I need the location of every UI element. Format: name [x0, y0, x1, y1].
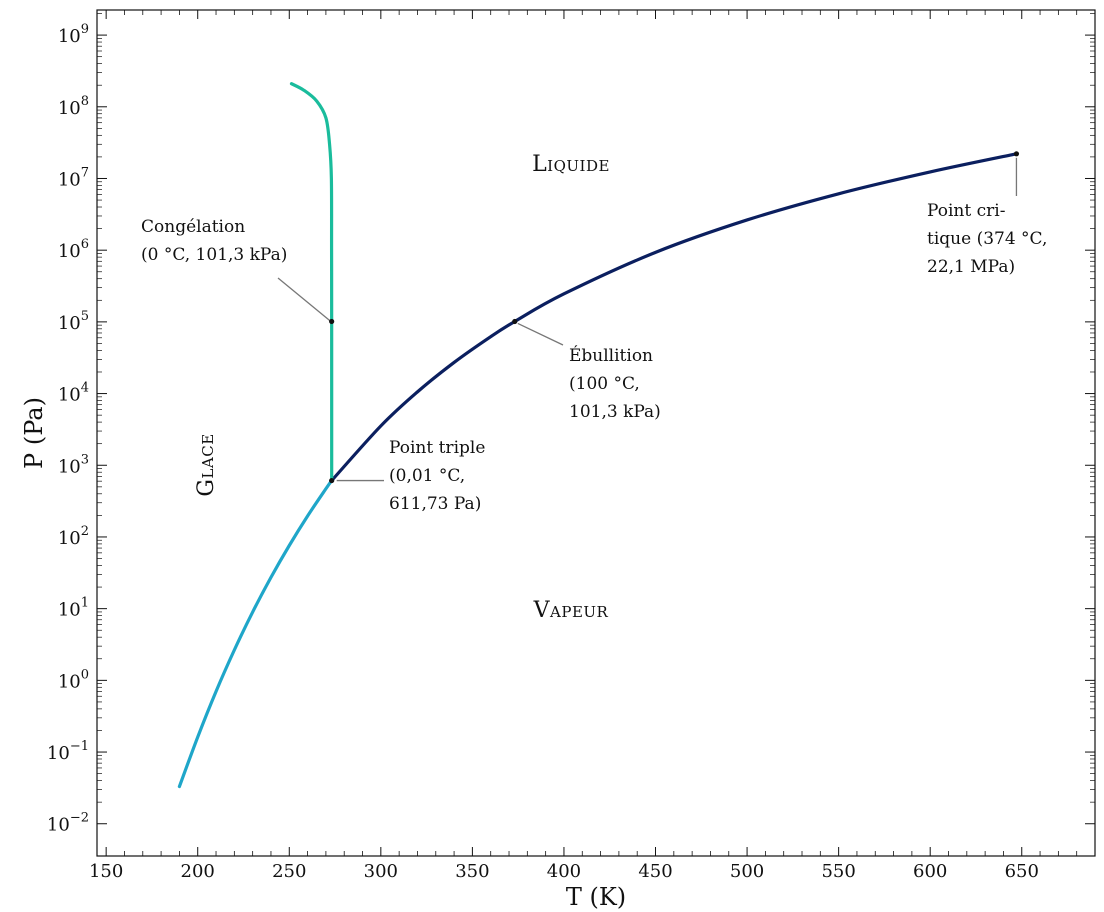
x-tick-label: 550 — [821, 861, 855, 882]
annotation-freezing: Congélation (0 °C, 101,3 kPa) — [141, 217, 287, 265]
y-tick-label: 108 — [58, 94, 89, 119]
region-label-liquid: Liquide — [532, 152, 610, 177]
minor-ticks — [97, 10, 1096, 856]
point-marker-1 — [329, 318, 335, 325]
major-ticks — [97, 10, 1095, 856]
y-tick-label: 102 — [58, 524, 89, 549]
y-tick-label: 104 — [58, 381, 89, 406]
annotation-triple-line3: 611,73 Pa) — [389, 494, 481, 514]
x-tick-label: 500 — [730, 861, 764, 882]
y-tick-label: 103 — [58, 452, 89, 477]
annotation-boiling: Ébullition (100 °C, 101,3 kPa) — [569, 345, 661, 422]
point-marker-2 — [512, 318, 518, 325]
x-tick-label: 200 — [181, 861, 215, 882]
series-line-2 — [289, 82, 334, 483]
series-line-1 — [330, 152, 1019, 483]
x-tick-label: 450 — [638, 861, 672, 882]
y-tick-label: 101 — [58, 596, 89, 621]
annotation-triple-line2: (0,01 °C, — [389, 466, 465, 486]
x-tick-label: 150 — [89, 861, 123, 882]
annotation-boiling-line3: 101,3 kPa) — [569, 402, 661, 422]
y-tick-label: 10−1 — [47, 739, 89, 764]
annotation-boiling-line2: (100 °C, — [569, 374, 640, 394]
y-axis-label: P (Pa) — [20, 397, 48, 469]
x-tick-label: 650 — [1005, 861, 1039, 882]
point-markers — [329, 151, 1020, 484]
phase-curves — [177, 82, 1019, 789]
annotation-critical: Point cri- tique (374 °C, 22,1 MPa) — [927, 201, 1047, 277]
x-tick-label: 600 — [913, 861, 947, 882]
annotation-critical-line2: tique (374 °C, — [927, 229, 1047, 249]
annotation-freezing-line1: Congélation — [141, 217, 245, 237]
x-tick-label: 400 — [547, 861, 581, 882]
region-label-ice: Glace — [194, 433, 219, 496]
x-tick-label: 300 — [364, 861, 398, 882]
point-marker-0 — [329, 477, 335, 484]
x-tick-label: 350 — [455, 861, 489, 882]
x-tick-label: 250 — [272, 861, 306, 882]
tick-labels: 150 200 250 300 350 400 450 500 550 600 650 10−2 10−… — [47, 22, 1039, 882]
y-tick-label: 107 — [58, 165, 89, 190]
y-tick-label: 100 — [58, 667, 89, 692]
annotation-critical-line3: 22,1 MPa) — [927, 257, 1015, 277]
y-tick-label: 109 — [58, 22, 89, 47]
annotation-boiling-line1: Ébullition — [569, 345, 653, 366]
x-axis-label: T (K) — [566, 883, 626, 911]
plot-frame — [96, 9, 1096, 857]
y-tick-label: 10−2 — [47, 811, 89, 836]
y-tick-label: 106 — [58, 237, 89, 262]
series-line-0 — [177, 478, 334, 789]
annotation-triple: Point triple (0,01 °C, 611,73 Pa) — [389, 438, 485, 514]
annotation-critical-line1: Point cri- — [927, 201, 1005, 221]
y-tick-label: 105 — [58, 309, 89, 334]
annotation-leaders — [277, 157, 1018, 482]
point-marker-3 — [1013, 151, 1020, 157]
region-label-vapor: Vapeur — [533, 598, 609, 623]
annotation-freezing-line2: (0 °C, 101,3 kPa) — [141, 245, 287, 265]
leader-freezing — [277, 277, 331, 321]
annotation-triple-line1: Point triple — [389, 438, 485, 458]
leader-boiling — [517, 322, 564, 346]
